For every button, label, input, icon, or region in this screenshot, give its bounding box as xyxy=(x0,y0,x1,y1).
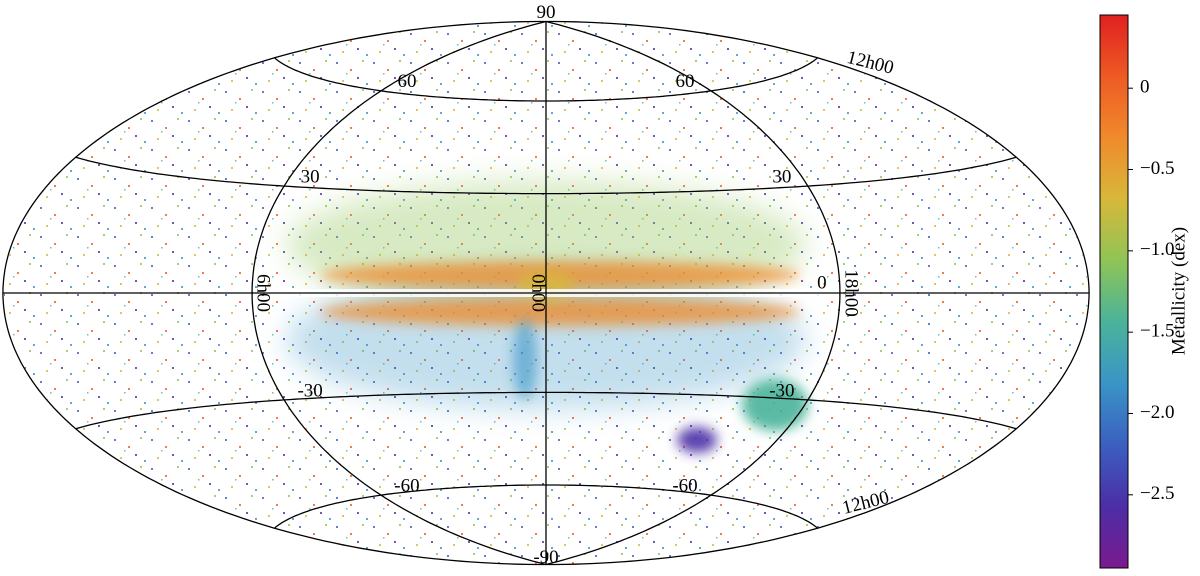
lon-label: 18h00 xyxy=(841,269,862,317)
parallel xyxy=(274,484,818,529)
lat-label: -90 xyxy=(533,547,558,568)
colorbar-tick-label: −1.0 xyxy=(1140,239,1174,260)
colorbar-tick-label: 0 xyxy=(1140,77,1150,98)
parallel xyxy=(75,156,1017,195)
colorbar-tick-label: −0.5 xyxy=(1140,158,1174,179)
lon-label: 6h00 xyxy=(253,274,274,312)
lat-label: 60 xyxy=(676,71,695,92)
grid xyxy=(2,20,1090,566)
colorbar-label: Metallicity (dex) xyxy=(1168,227,1189,355)
lat-label: 30 xyxy=(301,166,320,187)
colorbar-tick-label: −2.0 xyxy=(1140,402,1174,423)
parallel xyxy=(75,391,1017,430)
lat-label: 90 xyxy=(537,2,556,23)
lat-label: 60 xyxy=(397,71,416,92)
colorbar-tick-label: −2.5 xyxy=(1140,483,1174,504)
colorbar-tick-label: −1.5 xyxy=(1140,321,1174,342)
lon-label: 0h00 xyxy=(528,274,549,312)
parallel xyxy=(274,57,818,102)
lat-label: 0 xyxy=(817,272,827,293)
star-field xyxy=(4,21,1088,565)
lat-label: 30 xyxy=(772,166,791,187)
colorbar xyxy=(1099,14,1129,569)
lat-label: -60 xyxy=(394,475,419,496)
lat-label: -60 xyxy=(672,475,697,496)
lat-label: -30 xyxy=(297,380,322,401)
lat-label: -30 xyxy=(769,380,794,401)
